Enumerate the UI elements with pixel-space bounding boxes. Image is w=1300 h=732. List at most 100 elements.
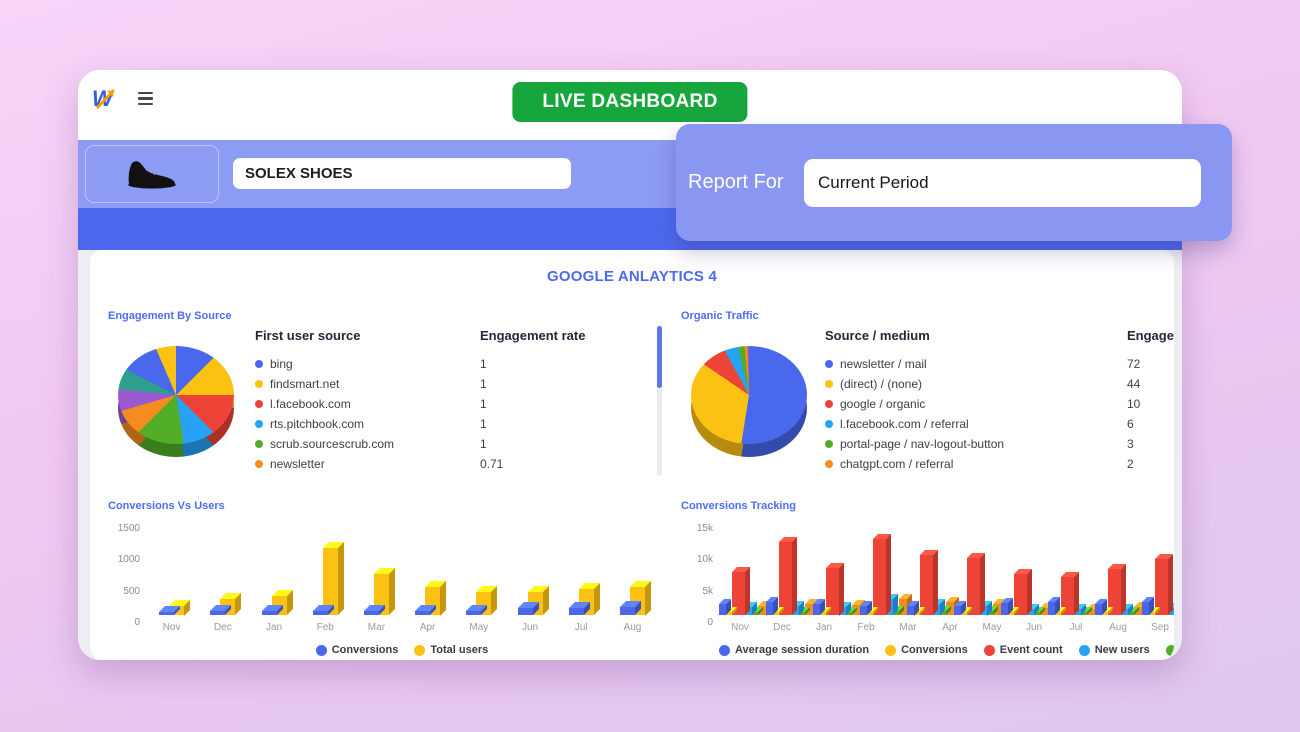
x-tick: Jun: [1025, 622, 1043, 633]
company-name-input[interactable]: [233, 158, 571, 189]
x-tick: Dec: [773, 622, 791, 633]
bar-group: [907, 554, 954, 615]
bar-event-count: [779, 542, 792, 615]
bar-views-per-session: [846, 611, 852, 615]
legend-dot-icon: [983, 644, 995, 656]
legend-label: New users: [1094, 644, 1150, 656]
series-dot-icon: [255, 380, 263, 388]
analytics-panel: GOOGLE ANLAYTICS 4 Engagement By Source …: [90, 250, 1174, 660]
row-value: 0.71: [480, 457, 504, 471]
legend-item: Total users: [414, 644, 488, 656]
bar-conversions: [1008, 612, 1014, 615]
legend-item: Event count: [983, 644, 1063, 656]
bar-conversions: [210, 611, 226, 615]
x-tick: Mar: [899, 622, 917, 633]
bar-views-per-session: [1081, 612, 1087, 615]
table-row: newsletter 0.71: [255, 454, 670, 474]
y-tick: 10k: [696, 554, 713, 566]
bar-event-count: [1155, 559, 1168, 615]
legend-label: Event count: [999, 644, 1063, 656]
legend-item: Average session duration: [719, 644, 869, 656]
legend-dot-icon: [885, 644, 897, 656]
bar-conversions: [1149, 612, 1155, 615]
bar-conversions: [961, 612, 967, 615]
x-tick: Jul: [574, 622, 588, 633]
bar-views-per-session: [1128, 611, 1134, 615]
bar-group: [556, 589, 607, 615]
plot-area: [719, 520, 1174, 615]
data-table: Source / medium Engaged sessions newslet…: [825, 328, 1174, 474]
series-dot-icon: [825, 440, 833, 448]
table-scrollbar[interactable]: [657, 326, 662, 476]
bar-event-count: [967, 558, 980, 615]
row-value: 1: [480, 397, 487, 411]
bar-event-count: [920, 554, 933, 615]
table-row: bing 1: [255, 354, 670, 374]
legend-dot-icon: [1078, 644, 1090, 656]
table-row: google / organic 10: [825, 394, 1174, 414]
bar-average-session-duration: [1142, 601, 1149, 615]
bar-views-per-session: [799, 611, 805, 615]
pie-top: [118, 346, 234, 444]
bar-conversions: [415, 610, 431, 615]
table-row: chatgpt.com / referral 2: [825, 454, 1174, 474]
table-header: Source / medium Engaged sessions: [825, 328, 1174, 343]
bar-views-per-session: [940, 610, 946, 615]
legend-item: Views per session: [1165, 644, 1174, 656]
bar-conversions: [312, 610, 328, 615]
bar-average-session-duration: [954, 606, 961, 615]
legend-dot-icon: [315, 644, 327, 656]
bar-conversions: [159, 611, 175, 615]
table-row: scrub.sourcescrub.com 1: [255, 434, 670, 454]
series-dot-icon: [255, 420, 263, 428]
column-header: Engagement rate: [480, 328, 586, 343]
row-label: findsmart.net: [270, 377, 340, 391]
x-tick: Mar: [367, 622, 386, 633]
table-row: portal-page / nav-logout-button 3: [825, 434, 1174, 454]
chart-legend: Conversions Total users: [146, 644, 658, 656]
row-value: 1: [480, 357, 487, 371]
scrollbar-thumb[interactable]: [657, 326, 662, 388]
conversions-tracking-section: Conversions Tracking 15k 10k 5k 0 Nov Dec Jan F…: [681, 500, 1174, 656]
bar-conversions: [261, 611, 277, 615]
row-label: scrub.sourcescrub.com: [270, 437, 395, 451]
x-tick: Sep: [1151, 622, 1169, 633]
menu-icon[interactable]: [138, 91, 153, 106]
report-for-label: Report For: [688, 171, 784, 193]
row-value: 10: [1127, 397, 1141, 411]
y-tick: 15k: [696, 523, 713, 534]
bar-group: [453, 591, 504, 615]
live-dashboard-button[interactable]: LIVE DASHBOARD: [512, 82, 748, 122]
bar-group: [860, 539, 907, 615]
x-tick: Aug: [623, 622, 642, 633]
series-dot-icon: [255, 360, 263, 368]
bar-conversions: [517, 608, 533, 615]
chart-legend: Average session duration Conversions Event…: [719, 644, 1174, 656]
bar-group: [146, 605, 197, 615]
row-label: l.facebook.com: [270, 397, 351, 411]
report-period-select[interactable]: [804, 158, 1201, 207]
row-label: portal-page / nav-logout-button: [840, 437, 1005, 451]
bar-average-session-duration: [1048, 602, 1055, 615]
bar-event-count: [826, 567, 839, 615]
x-tick: Feb: [857, 622, 875, 633]
bar-total-users: [1040, 608, 1048, 615]
bar-conversions: [1102, 612, 1108, 615]
x-tick: Jul: [1069, 622, 1083, 633]
section-title: Engagement By Source: [108, 310, 232, 322]
bar-views-per-session: [893, 611, 899, 615]
row-value: 2: [1127, 457, 1134, 471]
shoe-icon: [128, 161, 176, 189]
row-value: 1: [480, 417, 487, 431]
x-axis: Nov Dec Jan Feb Mar Apr May Jun Jul Aug: [146, 622, 658, 633]
conversions-vs-users-section: Conversions Vs Users 1500 1000 500 0 Nov Dec J…: [108, 500, 658, 656]
bar-average-session-duration: [1001, 602, 1008, 615]
series-dot-icon: [825, 420, 833, 428]
plot-area: [146, 520, 658, 615]
bar-group: [1142, 559, 1174, 615]
bar-conversions: [363, 610, 379, 615]
row-label: newsletter: [270, 457, 325, 471]
bar-group: [1095, 569, 1142, 615]
organic-traffic-section: Organic Traffic Source / medium Engaged …: [681, 310, 1174, 490]
pie-chart: [691, 346, 807, 458]
